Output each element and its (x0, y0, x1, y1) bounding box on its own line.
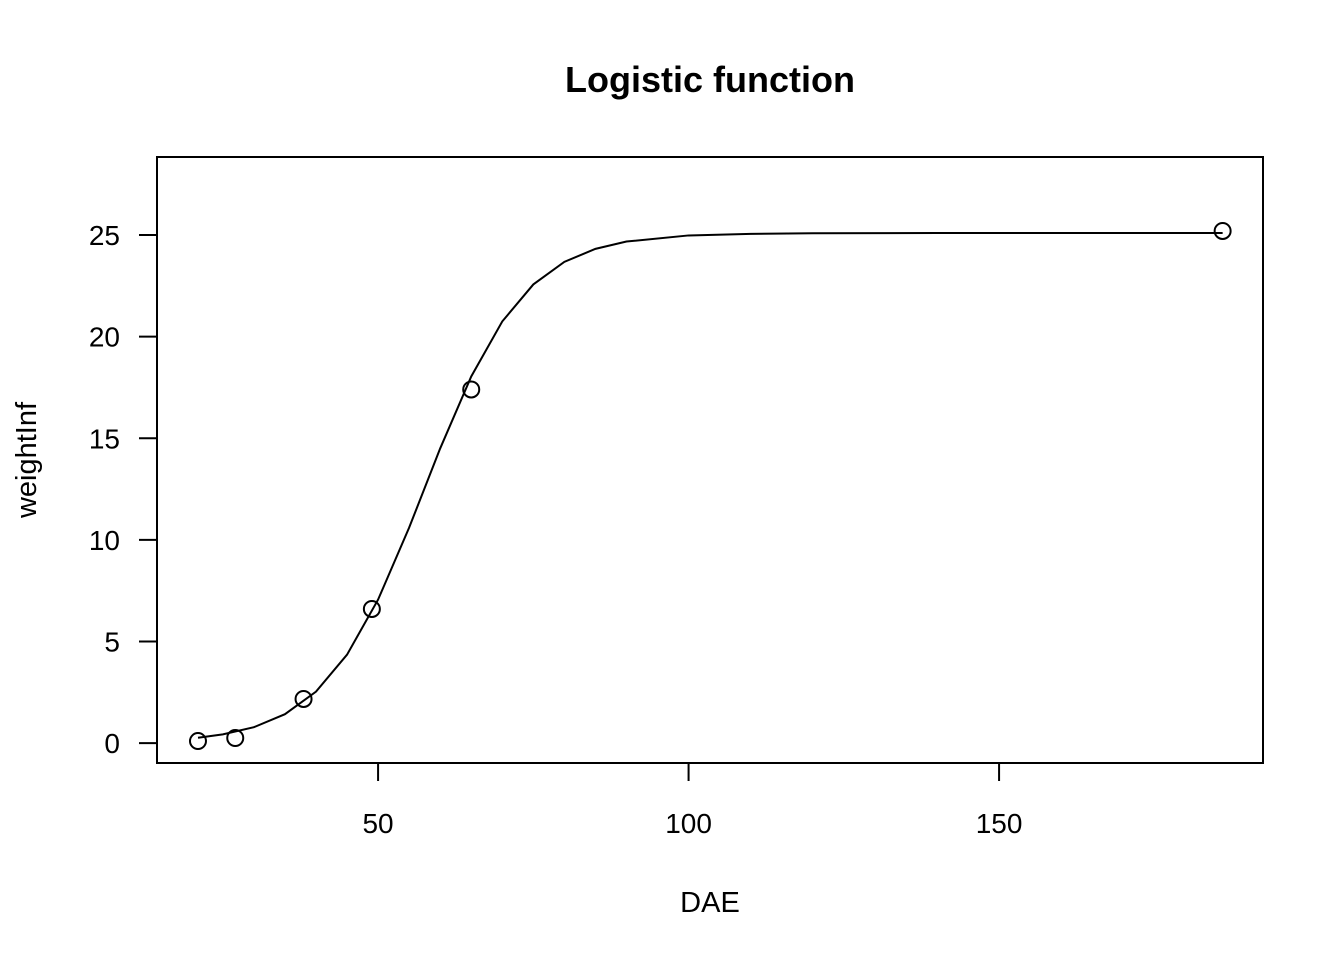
y-tick-label: 25 (89, 220, 120, 251)
x-tick-label: 150 (976, 808, 1023, 839)
data-point (462, 380, 481, 399)
plot-frame (156, 156, 1264, 764)
y-tick-label: 5 (104, 626, 120, 657)
data-point (1213, 221, 1232, 240)
data-point (294, 689, 313, 708)
fitted-curve (197, 232, 1223, 739)
y-axis-label: weightInf (11, 401, 43, 519)
chart-title: Logistic function (565, 59, 855, 100)
y-tick-label: 10 (89, 525, 120, 556)
y-tick-label: 0 (104, 728, 120, 759)
data-point (226, 729, 245, 748)
y-tick-label: 15 (89, 423, 120, 454)
x-axis-label: DAE (680, 887, 740, 919)
x-tick-label: 50 (362, 808, 393, 839)
x-tick-label: 100 (665, 808, 712, 839)
data-point (188, 732, 207, 751)
data-point (362, 599, 381, 618)
y-tick-label: 20 (89, 322, 120, 353)
